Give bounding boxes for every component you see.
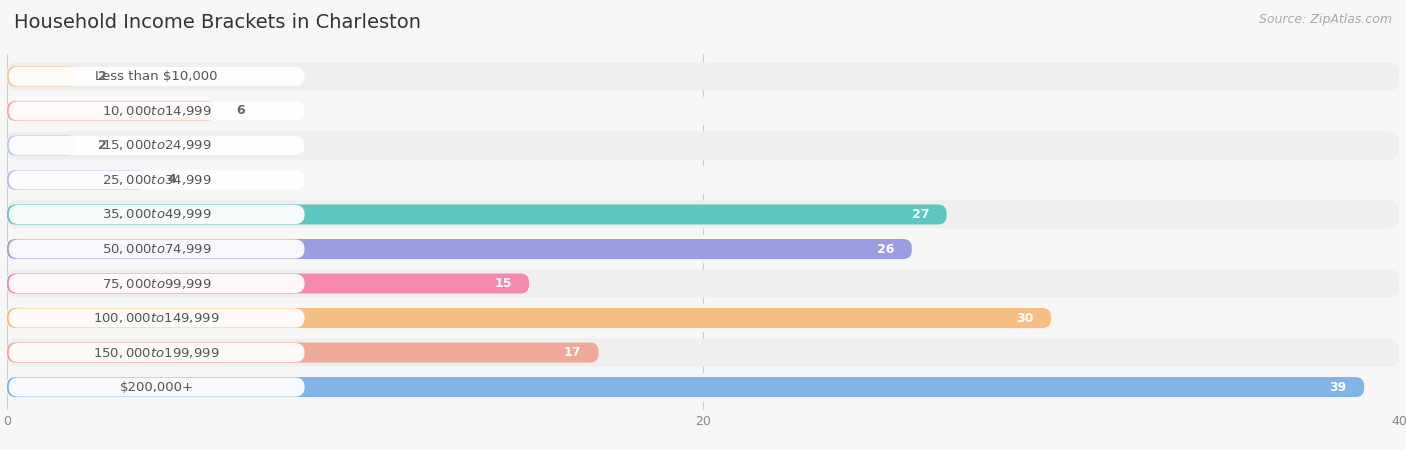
FancyBboxPatch shape <box>7 342 599 363</box>
Text: $10,000 to $14,999: $10,000 to $14,999 <box>101 104 211 118</box>
FancyBboxPatch shape <box>8 171 305 189</box>
FancyBboxPatch shape <box>8 101 305 121</box>
FancyBboxPatch shape <box>8 239 305 258</box>
Text: 6: 6 <box>236 104 245 117</box>
FancyBboxPatch shape <box>7 166 1399 194</box>
FancyBboxPatch shape <box>7 135 77 155</box>
Text: $100,000 to $149,999: $100,000 to $149,999 <box>93 311 219 325</box>
Text: 39: 39 <box>1330 381 1347 394</box>
Text: 17: 17 <box>564 346 581 359</box>
FancyBboxPatch shape <box>8 378 305 396</box>
FancyBboxPatch shape <box>7 308 1052 328</box>
Text: Source: ZipAtlas.com: Source: ZipAtlas.com <box>1258 14 1392 27</box>
FancyBboxPatch shape <box>7 373 1399 401</box>
FancyBboxPatch shape <box>7 377 1364 397</box>
Text: $200,000+: $200,000+ <box>120 381 194 394</box>
FancyBboxPatch shape <box>7 235 1399 263</box>
FancyBboxPatch shape <box>7 274 529 293</box>
Text: $150,000 to $199,999: $150,000 to $199,999 <box>93 346 219 360</box>
Text: 26: 26 <box>877 243 894 256</box>
FancyBboxPatch shape <box>8 136 305 155</box>
FancyBboxPatch shape <box>7 204 946 225</box>
Text: 30: 30 <box>1017 311 1033 324</box>
FancyBboxPatch shape <box>8 205 305 224</box>
Text: 15: 15 <box>494 277 512 290</box>
Text: 2: 2 <box>97 139 107 152</box>
Text: $15,000 to $24,999: $15,000 to $24,999 <box>101 139 211 153</box>
Text: $75,000 to $99,999: $75,000 to $99,999 <box>101 276 211 291</box>
FancyBboxPatch shape <box>7 131 1399 160</box>
FancyBboxPatch shape <box>7 101 217 121</box>
FancyBboxPatch shape <box>7 270 1399 297</box>
FancyBboxPatch shape <box>7 62 1399 90</box>
FancyBboxPatch shape <box>7 304 1399 332</box>
FancyBboxPatch shape <box>7 239 912 259</box>
FancyBboxPatch shape <box>7 170 146 190</box>
Text: 27: 27 <box>911 208 929 221</box>
FancyBboxPatch shape <box>7 200 1399 229</box>
Text: Household Income Brackets in Charleston: Household Income Brackets in Charleston <box>14 14 420 32</box>
FancyBboxPatch shape <box>7 97 1399 125</box>
FancyBboxPatch shape <box>7 67 77 86</box>
Text: $25,000 to $34,999: $25,000 to $34,999 <box>101 173 211 187</box>
Text: 4: 4 <box>167 174 176 186</box>
FancyBboxPatch shape <box>8 67 305 86</box>
FancyBboxPatch shape <box>8 343 305 362</box>
Text: $50,000 to $74,999: $50,000 to $74,999 <box>101 242 211 256</box>
FancyBboxPatch shape <box>8 309 305 328</box>
FancyBboxPatch shape <box>7 338 1399 367</box>
FancyBboxPatch shape <box>8 274 305 293</box>
Text: $35,000 to $49,999: $35,000 to $49,999 <box>101 207 211 221</box>
Text: 2: 2 <box>97 70 107 83</box>
Text: Less than $10,000: Less than $10,000 <box>96 70 218 83</box>
